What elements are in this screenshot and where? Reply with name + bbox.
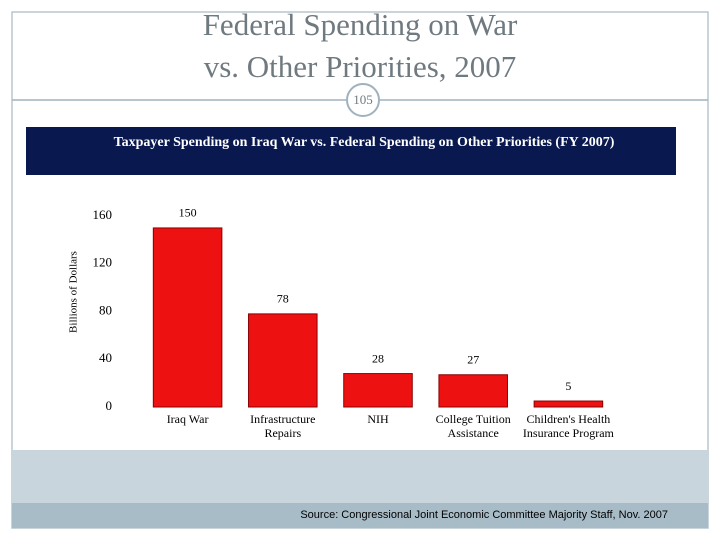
x-tick-label: NIH (367, 412, 389, 426)
x-tick-label: Iraq War (167, 412, 209, 426)
bar (248, 313, 318, 408)
source-note: Source: Congressional Joint Economic Com… (300, 509, 668, 521)
value-label: 28 (372, 351, 384, 365)
y-tick-label: 80 (99, 302, 112, 317)
bar (533, 400, 604, 408)
slide-number: 105 (353, 92, 373, 107)
value-label: 78 (277, 292, 289, 306)
chart-title: Taxpayer Spending on Iraq War vs. Federa… (114, 135, 615, 150)
value-label: 150 (179, 206, 197, 220)
bar (343, 373, 413, 408)
y-tick-label: 0 (106, 398, 113, 413)
y-tick-label: 40 (99, 350, 112, 365)
slide-title-line: vs. Other Priorities, 2007 (204, 49, 517, 84)
bar (438, 374, 508, 408)
value-label: 27 (467, 353, 479, 367)
y-axis-label: Billions of Dollars (68, 251, 80, 333)
value-label: 5 (565, 379, 571, 393)
slide-title-line: Federal Spending on War (203, 7, 518, 42)
x-tick-label: College Tuition Assistance (436, 412, 511, 440)
y-tick-label: 160 (93, 207, 113, 222)
number-badge (346, 83, 380, 117)
x-tick-label: Children's Health Insurance Program (523, 412, 615, 440)
x-tick-label: Infrastructure Repairs (250, 412, 315, 440)
bar (152, 227, 223, 408)
y-tick-label: 120 (93, 255, 113, 270)
footer-band (12, 503, 708, 528)
chart-header (26, 127, 676, 175)
